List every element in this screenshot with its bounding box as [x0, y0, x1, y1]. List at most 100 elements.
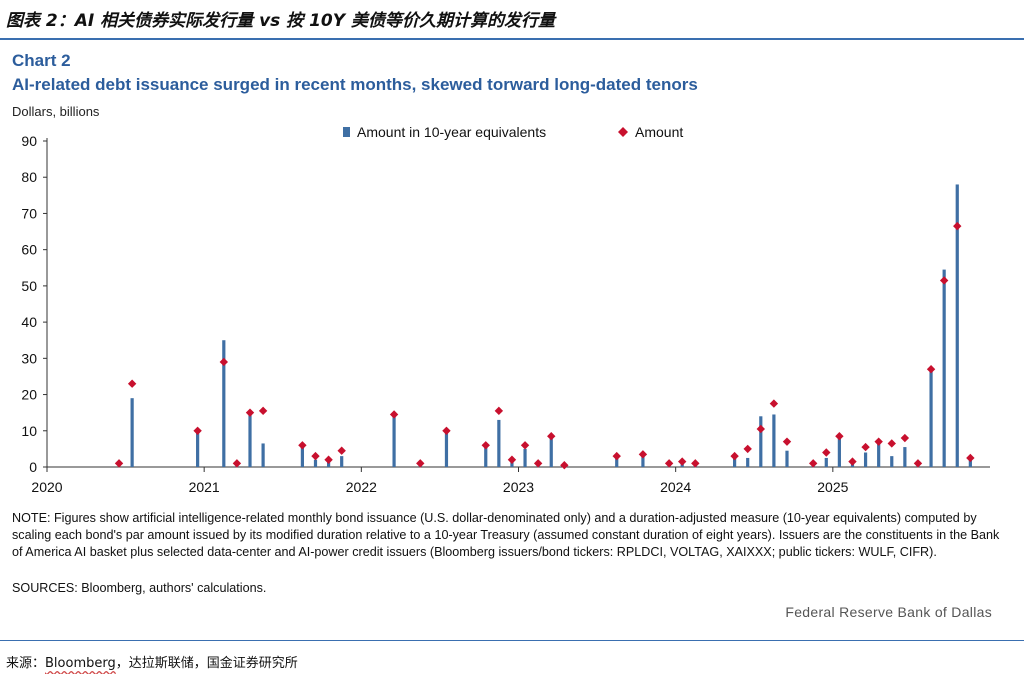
bar-10y-equivalent [641, 456, 645, 467]
marker-amount [114, 459, 124, 468]
marker-amount [127, 379, 137, 388]
marker-amount [861, 442, 870, 452]
bar-10y-equivalent [968, 459, 972, 467]
bar-10y-equivalent [824, 457, 828, 467]
marker-amount [298, 441, 307, 450]
bar-10y-equivalent [863, 452, 868, 467]
chart-sources: SOURCES: Bloomberg, authors' calculation… [12, 581, 267, 595]
marker-amount [245, 408, 255, 417]
marker-amount [232, 459, 242, 468]
y-tick-label: 30 [21, 350, 37, 366]
source-footer: 来源：Bloomberg，达拉斯联储，国金证券研究所 [6, 652, 298, 671]
x-tick-label: 2025 [817, 479, 848, 495]
bar-10y-equivalent [523, 448, 527, 467]
bar-10y-equivalent [300, 447, 304, 467]
bar-10y-equivalent [196, 430, 200, 467]
x-tick-label: 2023 [503, 479, 534, 495]
bar-10y-equivalent [746, 457, 750, 467]
marker-amount [442, 426, 451, 435]
bar-10y-equivalent [248, 412, 252, 467]
marker-amount [782, 437, 792, 446]
marker-amount [664, 459, 674, 468]
marker-amount [848, 457, 857, 466]
bar-10y-equivalent [549, 436, 553, 467]
footer-rest: ，达拉斯联储，国金证券研究所 [115, 656, 298, 671]
y-tick-label: 20 [21, 387, 37, 403]
bar-10y-equivalent [837, 438, 841, 467]
bar-10y-equivalent [955, 184, 959, 467]
marker-amount [730, 451, 739, 461]
marker-amount [874, 437, 883, 446]
y-tick-label: 70 [21, 205, 37, 221]
bar-10y-equivalent [222, 340, 226, 467]
bar-10y-equivalent [903, 447, 907, 467]
marker-amount [966, 453, 975, 463]
legend-bar-swatch [343, 127, 350, 137]
marker-amount [638, 450, 648, 459]
marker-amount [769, 399, 779, 408]
bar-10y-equivalent [759, 416, 763, 467]
marker-amount [691, 459, 700, 468]
x-tick-label: 2020 [31, 479, 62, 495]
marker-amount [533, 459, 543, 468]
marker-amount [507, 455, 517, 464]
top-divider [0, 38, 1024, 40]
publisher-credit: Federal Reserve Bank of Dallas [785, 604, 992, 620]
marker-amount [939, 276, 949, 285]
legend-marker-swatch [618, 127, 628, 137]
footer-prefix: 来源： [6, 656, 46, 671]
marker-amount [678, 457, 687, 466]
x-tick-label: 2021 [189, 479, 220, 495]
marker-amount [900, 433, 910, 443]
marker-amount [481, 441, 490, 450]
marker-amount [822, 448, 831, 457]
marker-amount [389, 410, 399, 419]
marker-amount [193, 426, 202, 435]
marker-amount [258, 406, 268, 416]
y-tick-label: 0 [29, 459, 37, 475]
chart-label: Chart 2 [12, 51, 71, 70]
marker-amount [887, 439, 896, 448]
bar-10y-equivalent [444, 432, 449, 467]
marker-amount [835, 432, 844, 441]
bar-10y-equivalent [785, 450, 789, 467]
y-tick-label: 50 [21, 278, 37, 294]
bar-10y-equivalent [615, 457, 619, 467]
marker-amount [913, 459, 923, 468]
x-tick-label: 2024 [660, 479, 691, 495]
bar-10y-equivalent [261, 443, 265, 467]
bar-10y-equivalent [484, 445, 488, 467]
bar-10y-equivalent [497, 419, 501, 467]
bar-10y-equivalent [877, 441, 881, 467]
y-tick-label: 80 [21, 169, 37, 185]
y-tick-label: 90 [21, 133, 37, 149]
bottom-divider [0, 640, 1024, 641]
marker-amount [743, 444, 752, 454]
legend-label-bar-series: Amount in 10-year equivalents [357, 124, 546, 140]
marker-amount [324, 455, 333, 464]
marker-amount [808, 459, 818, 468]
bar-10y-equivalent [392, 414, 396, 467]
marker-amount [547, 432, 556, 441]
marker-amount [926, 365, 936, 374]
y-tick-label: 60 [21, 242, 37, 258]
marker-amount [560, 460, 569, 470]
x-tick-label: 2022 [346, 479, 377, 495]
chart-title: AI-related debt issuance surged in recen… [12, 75, 698, 94]
bar-10y-equivalent [772, 414, 776, 467]
marker-amount [416, 459, 425, 468]
bar-10y-equivalent [942, 269, 946, 467]
marker-amount [520, 441, 530, 450]
y-tick-label: 40 [21, 314, 37, 330]
legend-label-marker-series: Amount [635, 124, 683, 140]
marker-amount [219, 357, 229, 367]
y-axis-unit-label: Dollars, billions [12, 104, 100, 119]
y-tick-label: 10 [21, 423, 37, 439]
report-figure-title: 图表 2：AI 相关债券实际发行量 vs 按 10Y 美债等价久期计算的发行量 [6, 11, 555, 31]
marker-amount [612, 451, 621, 461]
chart-note: NOTE: Figures show artificial intelligen… [12, 511, 1000, 559]
marker-amount [311, 451, 320, 461]
bar-10y-equivalent [130, 398, 134, 467]
marker-amount [337, 446, 346, 455]
bar-10y-equivalent [733, 456, 737, 467]
